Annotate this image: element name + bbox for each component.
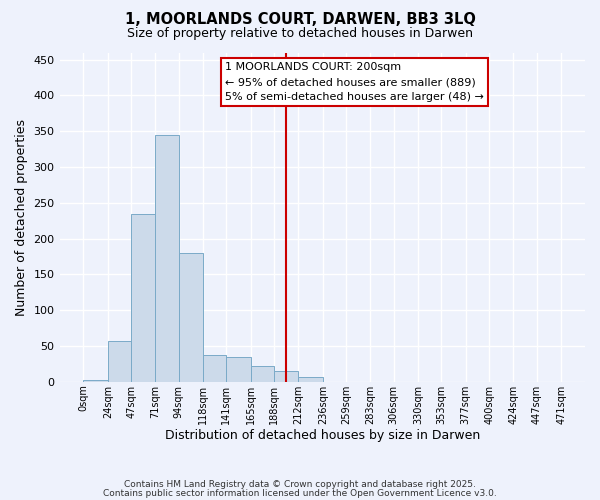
Text: Size of property relative to detached houses in Darwen: Size of property relative to detached ho… (127, 28, 473, 40)
Bar (131, 214, 155, 382)
Bar (179, 253, 203, 382)
Bar (83, 380, 108, 382)
Bar (251, 366, 274, 382)
Text: Contains public sector information licensed under the Open Government Licence v3: Contains public sector information licen… (103, 490, 497, 498)
Bar (226, 356, 251, 382)
Text: Contains HM Land Registry data © Crown copyright and database right 2025.: Contains HM Land Registry data © Crown c… (124, 480, 476, 489)
Text: 1, MOORLANDS COURT, DARWEN, BB3 3LQ: 1, MOORLANDS COURT, DARWEN, BB3 3LQ (125, 12, 475, 28)
Text: 1 MOORLANDS COURT: 200sqm
← 95% of detached houses are smaller (889)
5% of semi-: 1 MOORLANDS COURT: 200sqm ← 95% of detac… (225, 62, 484, 102)
Bar (155, 135, 179, 382)
Y-axis label: Number of detached properties: Number of detached properties (15, 118, 28, 316)
X-axis label: Distribution of detached houses by size in Darwen: Distribution of detached houses by size … (164, 430, 480, 442)
Bar (298, 378, 323, 382)
Bar (274, 371, 298, 382)
Bar (203, 354, 226, 382)
Bar (108, 341, 131, 382)
